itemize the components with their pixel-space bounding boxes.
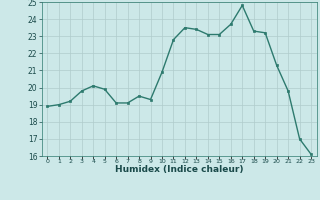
X-axis label: Humidex (Indice chaleur): Humidex (Indice chaleur) [115, 165, 244, 174]
